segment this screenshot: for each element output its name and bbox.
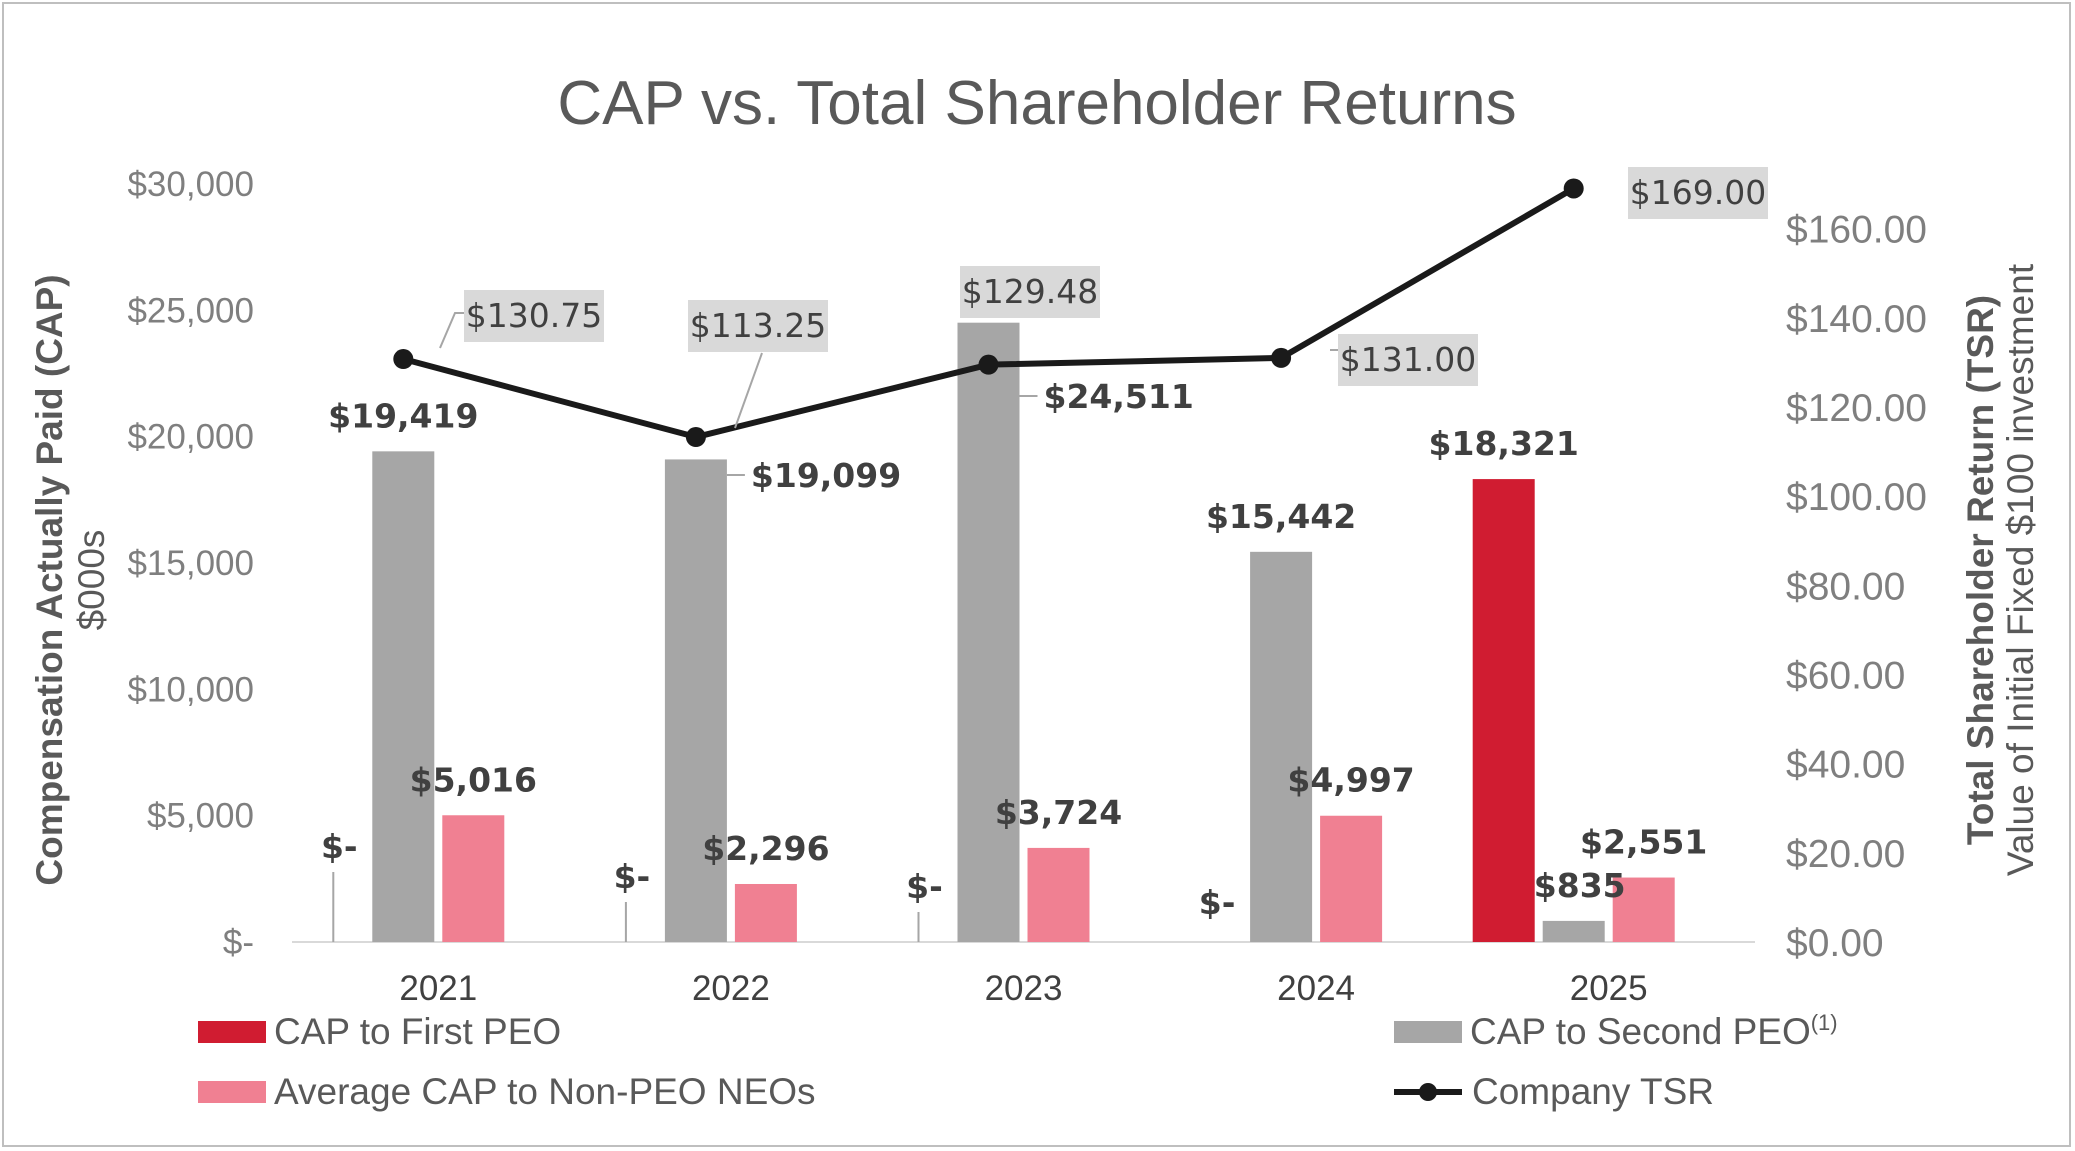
chart-title: CAP vs. Total Shareholder Returns: [557, 69, 1516, 138]
bar-label-non-peo-neos-2023: $3,724: [995, 793, 1122, 832]
tsr-label-box-2021: [464, 290, 604, 342]
bar-non-peo-neos-2025: [1612, 877, 1675, 942]
legend-swatch-first-peo: [198, 1021, 266, 1043]
bar-label-second-peo-2025: $835: [1534, 866, 1626, 905]
left-tick-label: $20,000: [127, 418, 254, 457]
legend-label-second-peo-superscript: (1): [1811, 1010, 1838, 1035]
bar-label-first-peo-2025: $18,321: [1429, 424, 1579, 463]
right-tick-label: $80.00: [1786, 565, 1905, 608]
right-tick-label: $20.00: [1786, 833, 1905, 876]
left-tick-label: $30,000: [127, 165, 254, 204]
legend-label-first-peo: CAP to First PEO: [274, 1011, 561, 1052]
right-tick-label: $0.00: [1786, 922, 1884, 965]
leader-lines: [332, 395, 1038, 942]
legend: CAP to First PEO CAP to Second PEO(1) Av…: [198, 1010, 1838, 1112]
bar-label-non-peo-neos-2021: $5,016: [410, 760, 537, 799]
bar-label-second-peo-2021: $19,419: [328, 396, 478, 435]
bar-non-peo-neos-2021: [442, 815, 505, 942]
right-axis-title: Total Shareholder Return (TSR): [1960, 295, 2001, 845]
tsr-label-2024: $131.00: [1340, 340, 1476, 379]
tsr-leader-2022: [734, 352, 763, 429]
legend-item-second-peo[interactable]: CAP to Second PEO(1): [1394, 1010, 1838, 1052]
legend-item-non-peo-neos[interactable]: Average CAP to Non-PEO NEOs: [198, 1071, 816, 1112]
left-axis-ticks: $- $5,000 $10,000 $15,000 $20,000 $25,000 $30,…: [127, 165, 254, 962]
tsr-point-2021: [393, 349, 414, 370]
left-axis-title: Compensation Actually Paid (CAP): [29, 274, 70, 885]
x-tick-label: 2022: [692, 969, 770, 1008]
left-tick-label: $10,000: [127, 670, 254, 709]
legend-item-first-peo[interactable]: CAP to First PEO: [198, 1011, 561, 1052]
bar-non-peo-neos-2023: [1027, 847, 1090, 942]
tsr-label-2021: $130.75: [466, 296, 602, 335]
bar-label-second-peo-2022: $19,099: [751, 456, 901, 495]
tsr-label-2025: $169.00: [1630, 173, 1766, 212]
right-tick-label: $120.00: [1786, 387, 1927, 430]
bar-second-peo-2025: [1542, 920, 1605, 942]
tsr-label-2022: $113.25: [690, 306, 826, 345]
right-tick-label: $140.00: [1786, 298, 1927, 341]
tsr-label-2023: $129.48: [962, 272, 1098, 311]
bar-non-peo-neos-2024: [1320, 815, 1383, 942]
left-tick-label: $-: [223, 923, 254, 962]
left-tick-label: $25,000: [127, 291, 254, 330]
x-tick-label: 2024: [1277, 969, 1355, 1008]
right-tick-label: $100.00: [1786, 476, 1927, 519]
bar-label-non-peo-neos-2025: $2,551: [1580, 823, 1707, 862]
bar-label-second-peo-2023: $24,511: [1044, 377, 1194, 416]
right-axis-ticks: $0.00 $20.00 $40.00 $60.00 $80.00 $100.00 $120…: [1786, 209, 1927, 965]
bar-labels: $- $19,419 $5,016 $- $19,099 $2,296 $- $24,511 $…: [321, 377, 1707, 922]
legend-item-company-tsr[interactable]: Company TSR: [1394, 1071, 1714, 1112]
bar-label-first-peo-2022: $-: [614, 857, 651, 896]
legend-label-second-peo-text: CAP to Second PEO: [1470, 1011, 1811, 1052]
right-tick-label: $40.00: [1786, 744, 1905, 787]
bar-label-first-peo-2021: $-: [321, 827, 358, 866]
right-tick-label: $160.00: [1786, 209, 1927, 252]
tsr-point-2024: [1271, 347, 1292, 368]
x-tick-label: 2025: [1570, 969, 1648, 1008]
bar-label-non-peo-neos-2022: $2,296: [702, 829, 829, 868]
x-tick-label: 2023: [985, 969, 1063, 1008]
tsr-label-box-2025: [1628, 167, 1768, 219]
legend-label-second-peo: CAP to Second PEO(1): [1470, 1010, 1838, 1052]
legend-label-non-peo-neos: Average CAP to Non-PEO NEOs: [274, 1071, 816, 1112]
bar-first-peo-2025: [1472, 479, 1535, 942]
bar-second-peo-2021: [372, 451, 435, 942]
bars-group: [372, 322, 1675, 942]
tsr-line-group: [393, 178, 1584, 448]
left-tick-label: $15,000: [127, 544, 254, 583]
tsr-point-2023: [978, 354, 999, 375]
bar-non-peo-neos-2022: [734, 883, 797, 942]
x-axis-ticks: 2021 2022 2023 2024 2025: [399, 969, 1647, 1008]
bar-label-first-peo-2023: $-: [906, 867, 943, 906]
bar-second-peo-2022: [664, 459, 727, 942]
tsr-label-box-2024: [1338, 334, 1478, 386]
left-tick-label: $5,000: [147, 797, 254, 836]
tsr-label-box-2023: [960, 266, 1100, 318]
bar-second-peo-2023: [957, 322, 1020, 942]
x-tick-label: 2021: [399, 969, 477, 1008]
bar-label-first-peo-2024: $-: [1199, 883, 1236, 922]
legend-marker-company-tsr: [1419, 1083, 1437, 1101]
legend-swatch-non-peo-neos: [198, 1081, 266, 1103]
bar-label-second-peo-2024: $15,442: [1206, 497, 1356, 536]
bar-second-peo-2024: [1250, 551, 1313, 942]
tsr-label-box-2022: [688, 300, 828, 352]
legend-swatch-second-peo: [1394, 1021, 1462, 1043]
tsr-point-2025: [1563, 178, 1584, 199]
left-axis-subtitle: $000s: [71, 530, 112, 631]
right-axis-subtitle: Value of Initial Fixed $100 investment: [2000, 263, 2041, 876]
tsr-labels: $130.75 $113.25 $129.48 $131.00 $169.00: [439, 167, 1768, 429]
right-tick-label: $60.00: [1786, 654, 1905, 697]
tsr-point-2022: [685, 427, 706, 448]
legend-label-company-tsr: Company TSR: [1472, 1071, 1714, 1112]
bar-label-non-peo-neos-2024: $4,997: [1287, 761, 1414, 800]
